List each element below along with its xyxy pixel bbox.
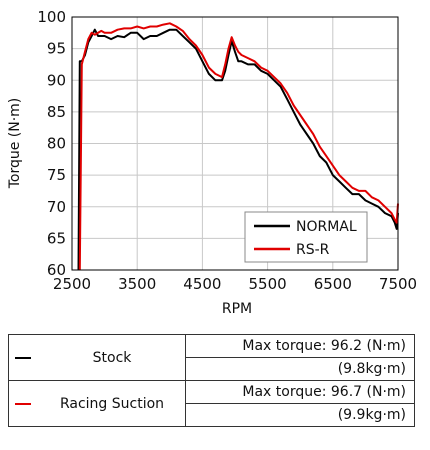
x-tick-label: 4500: [183, 275, 221, 293]
y-tick-label: 95: [47, 40, 66, 58]
x-tick-label: 7500: [379, 275, 417, 293]
summary-row-racing: Racing Suction Max torque: 96.7 (N·m): [8, 380, 415, 427]
x-tick-label: 3500: [118, 275, 156, 293]
x-axis-title: RPM: [222, 301, 252, 317]
racing-swatch: [15, 402, 31, 405]
summary-row-stock-kg: (9.8kg·m): [9, 357, 415, 381]
y-tick-label: 90: [47, 71, 66, 89]
summary-row-stock: Stock Max torque: 96.2 (N·m): [8, 334, 415, 381]
legend-label-rsr: RS-R: [296, 242, 330, 258]
torque-chart: 60 65 70 75 80 85 90 95 100 2500 3500 4500 5500 6500…: [7, 8, 417, 317]
legend-label-normal: NORMAL: [296, 219, 357, 235]
y-tick-label: 85: [47, 103, 66, 121]
legend-box: [244, 211, 368, 263]
stock-kg: (9.8kg·m): [185, 357, 415, 381]
series-line-rs-r: [78, 22, 399, 271]
summary-row-racing-kg: (9.9kg·m): [9, 403, 415, 427]
y-axis-title: Torque (N·m): [7, 98, 23, 190]
racing-max-torque: Max torque: 96.7 (N·m): [185, 380, 415, 404]
y-tick-label: 60: [47, 261, 66, 279]
stock-swatch: [15, 356, 31, 359]
y-tick-label: 70: [47, 198, 66, 216]
stock-max-torque: Max torque: 96.2 (N·m): [185, 334, 415, 358]
series-line-normal: [77, 28, 399, 271]
y-tick-label: 65: [47, 229, 66, 247]
torque-summary-table: Stock Max torque: 96.2 (N·m) (9.8kg·m) R…: [8, 334, 415, 427]
x-tick-label: 6500: [314, 275, 352, 293]
series-lines: [77, 22, 399, 271]
racing-kg: (9.9kg·m): [185, 403, 415, 427]
y-tick-label: 100: [37, 8, 66, 26]
plot-area: [71, 16, 399, 271]
x-axis: 2500 3500 4500 5500 6500 7500: [53, 275, 417, 293]
y-tick-label: 75: [47, 166, 66, 184]
stock-label: Stock: [39, 334, 186, 381]
x-tick-label: 5500: [249, 275, 287, 293]
y-axis: 60 65 70 75 80 85 90 95 100: [37, 8, 66, 279]
racing-label: Racing Suction: [39, 380, 186, 427]
y-tick-label: 80: [47, 135, 66, 153]
x-tick-label: 2500: [53, 275, 91, 293]
legend: NORMAL RS-R: [244, 211, 368, 263]
